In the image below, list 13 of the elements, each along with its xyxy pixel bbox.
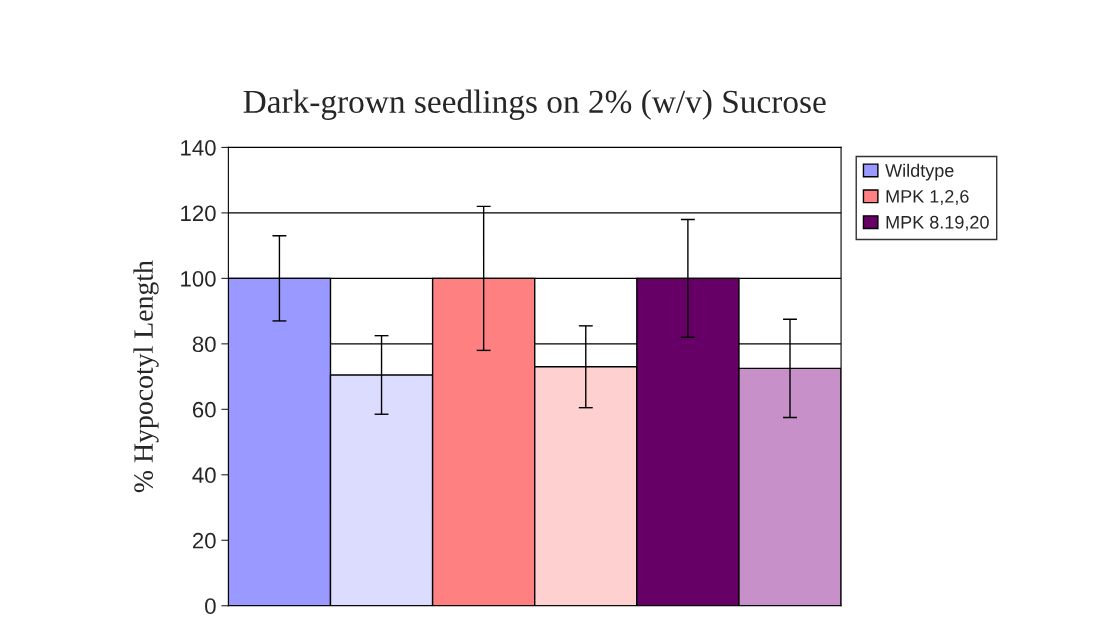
y-tick-label: 100	[181, 270, 216, 287]
y-tick-label: 140	[181, 139, 216, 156]
y-tick-label: 20	[192, 532, 216, 549]
y-tick-label: 120	[181, 205, 216, 222]
legend-label: MPK 1,2,6	[886, 190, 969, 205]
y-tick-label: 80	[192, 336, 216, 353]
y-tick-label: 60	[192, 401, 216, 418]
y-tick-label: 40	[192, 467, 216, 484]
legend-label: Wildtype	[885, 163, 954, 181]
y-axis-title: % Hypocotyl Length	[133, 260, 159, 493]
legend-label: MPK 8.19,20	[886, 215, 989, 231]
y-tick-label: 0	[205, 598, 216, 615]
chart-title: Dark-grown seedlings on 2% (w/v) Sucrose	[243, 89, 826, 120]
